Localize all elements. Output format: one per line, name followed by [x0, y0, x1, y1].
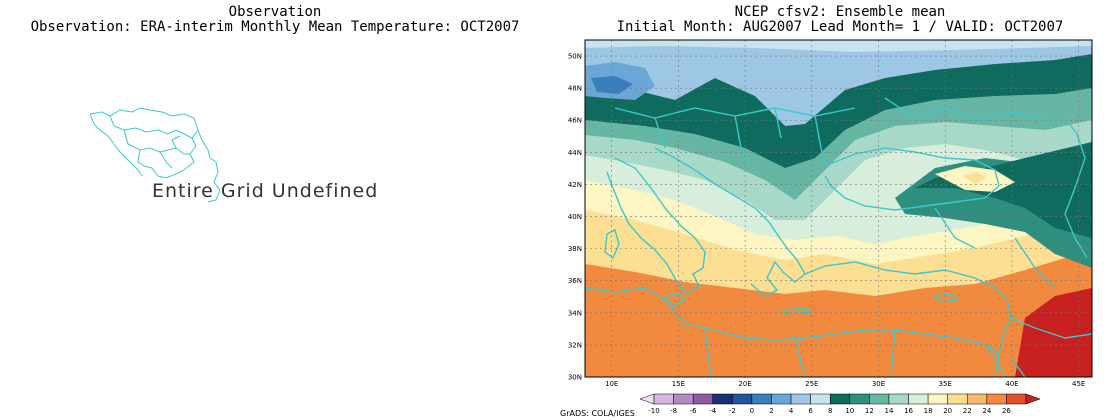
zone-east-dark — [915, 142, 1092, 238]
colorbar-label: 22 — [963, 407, 972, 415]
colorbar-swatch — [888, 393, 909, 405]
colorbar-label: 2 — [769, 407, 773, 415]
coastline-balkans — [654, 147, 806, 297]
left-map-outline — [89, 107, 221, 203]
colorbar-swatch — [967, 393, 988, 405]
colorbar-swatch — [810, 393, 831, 405]
colorbar-swatch — [673, 393, 694, 405]
longitude-labels: 10E 15E 20E 25E 30E 35E 40E 45E — [605, 380, 1085, 388]
colorbar-label: 14 — [884, 407, 893, 415]
lon-label: 20E — [738, 380, 751, 388]
colorbar-label: 8 — [828, 407, 832, 415]
zone-minus2-0 — [591, 76, 633, 94]
lat-label: 50N — [568, 53, 582, 61]
colorbar-swatch — [653, 393, 674, 405]
coastline-red-sea — [984, 343, 1026, 377]
lon-label: 30E — [872, 380, 885, 388]
coastline-caspian — [1064, 117, 1088, 259]
undefined-grid-message: Entire Grid Undefined — [152, 180, 379, 202]
lon-label: 25E — [805, 380, 818, 388]
colorbar-swatch — [771, 393, 792, 405]
colorbar-swatch — [908, 393, 929, 405]
lat-label: 44N — [568, 149, 582, 157]
colorbar-label: 24 — [982, 407, 991, 415]
colorbar-swatch — [712, 393, 733, 405]
temperature-map: 50N 48N 46N 44N 42N 40N 38N 36N 34N 32N 30N 10E 15E… — [568, 39, 1093, 415]
colorbar-swatch — [692, 393, 713, 405]
latitude-labels: 50N 48N 46N 44N 42N 40N 38N 36N 34N 32N 30N — [568, 53, 582, 382]
zone-hot-southeast — [1015, 288, 1092, 377]
lon-label: 45E — [1072, 380, 1085, 388]
coastline-turkey — [804, 261, 1008, 301]
colorbar-max-arrow — [1025, 393, 1041, 405]
lat-label: 48N — [568, 85, 582, 93]
lon-label: 15E — [672, 380, 685, 388]
left-adriatic-coast — [89, 113, 143, 177]
left-title-line2: Observation: ERA-interim Monthly Mean Te… — [30, 19, 520, 35]
lat-label: 38N — [568, 245, 582, 253]
colorbar-label: -4 — [709, 407, 717, 415]
coastline-north-africa — [585, 287, 1000, 355]
island-sicily — [663, 293, 687, 307]
grads-credit: GrADS: COLA/IGES — [560, 409, 635, 418]
lon-label: 10E — [605, 380, 618, 388]
coastline-black-sea — [824, 147, 1000, 211]
zone-north-light — [585, 40, 1092, 52]
colorbar-label: 18 — [924, 407, 933, 415]
lat-label: 30N — [568, 374, 582, 382]
left-coastline-east — [143, 129, 199, 179]
zone-warm-pocket-core — [963, 172, 987, 184]
colorbar-label: -10 — [648, 407, 659, 415]
left-title-line1: Observation — [228, 4, 322, 20]
colorbar-min-arrow — [639, 393, 655, 405]
colorbar-swatch — [829, 393, 851, 405]
right-panel-title: NCEP cfsv2: Ensemble mean Initial Month:… — [570, 5, 1110, 35]
colorbar-label: -6 — [690, 407, 698, 415]
zone-12-14 — [585, 118, 1092, 220]
map-gridlines — [585, 40, 1092, 378]
colorbar-swatch — [732, 393, 753, 405]
colorbar-swatch — [986, 393, 1007, 405]
island-sardinia — [604, 228, 620, 260]
lat-label: 46N — [568, 117, 582, 125]
lat-label: 34N — [568, 309, 582, 317]
colorbar-label: 26 — [1002, 407, 1011, 415]
colorbar-label: -2 — [729, 407, 736, 415]
colorbar-label: 20 — [943, 407, 952, 415]
zone-2-4 — [585, 40, 1092, 126]
colorbar-label: 16 — [904, 407, 913, 415]
zone-18-20 — [585, 208, 1092, 296]
border-lines — [614, 97, 1092, 377]
colorbar-swatch — [790, 393, 811, 405]
colorbar-swatch — [869, 393, 890, 405]
lat-label: 36N — [568, 277, 582, 285]
zone-22-24 — [585, 238, 1092, 377]
zone-6-8 — [585, 52, 1092, 168]
lat-label: 42N — [568, 181, 582, 189]
island-cyprus — [933, 293, 959, 303]
right-title-line1: NCEP cfsv2: Ensemble mean — [734, 4, 946, 20]
colorbar-swatch — [947, 393, 968, 405]
lon-label: 40E — [1005, 380, 1018, 388]
coastline-italy — [606, 157, 706, 295]
colorbar-swatch — [1006, 393, 1027, 405]
right-title-line2: Initial Month: AUG2007 Lead Month= 1 / V… — [616, 19, 1064, 35]
lat-label: 32N — [568, 341, 582, 349]
colorbar-swatch — [927, 393, 948, 405]
colorbar-swatch — [751, 393, 772, 405]
left-coastline-north — [89, 107, 221, 203]
colorbar-label: 0 — [750, 407, 754, 415]
colorbar-label: 4 — [789, 407, 794, 415]
map-frame — [584, 39, 1093, 378]
colorbar-label: 12 — [865, 407, 874, 415]
colorbar-swatch — [849, 393, 870, 405]
lon-label: 35E — [939, 380, 952, 388]
left-border-lines — [109, 115, 193, 169]
colorbar-label: -8 — [670, 407, 677, 415]
colorbar-label: 6 — [808, 407, 813, 415]
lat-label: 40N — [568, 213, 582, 221]
colorbar-label: 10 — [845, 407, 854, 415]
colorbar: -10 -8 -6 -4 -2 0 2 4 6 8 10 12 14 16 18 20 22 24 26 — [639, 393, 1041, 415]
left-panel-title: Observation Observation: ERA-interim Mon… — [30, 5, 520, 35]
